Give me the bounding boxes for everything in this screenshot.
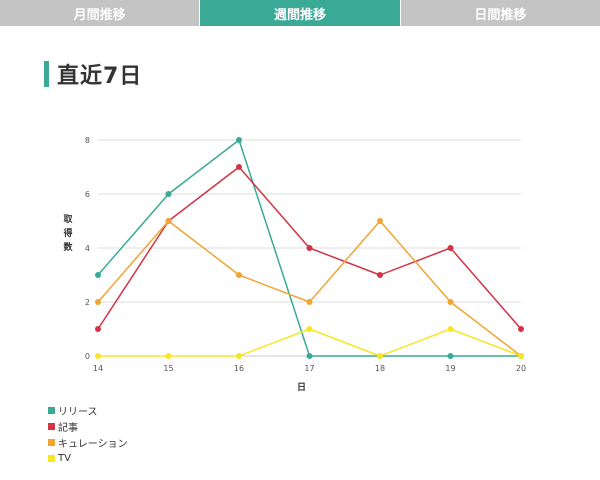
- data-point: [236, 137, 242, 143]
- data-point: [306, 326, 313, 332]
- data-point: [306, 245, 313, 251]
- legend-label: 記事: [58, 422, 78, 434]
- data-point: [95, 272, 101, 278]
- x-tick-label: 20: [516, 364, 526, 373]
- data-point: [518, 353, 524, 359]
- data-point: [236, 353, 242, 359]
- tab-monthly[interactable]: 月間推移: [0, 0, 200, 26]
- tab-bar: 月間推移 週間推移 日間推移: [0, 0, 600, 26]
- legend-swatch: [48, 406, 55, 414]
- chart-legend: リリース記事キュレーション TV: [48, 402, 128, 466]
- data-point: [447, 299, 454, 305]
- legend-swatch: [48, 438, 55, 446]
- legend-item[interactable]: キュレーション: [48, 434, 128, 450]
- series-line: [98, 328, 522, 357]
- legend-swatch: [48, 422, 55, 430]
- data-point: [447, 245, 454, 251]
- data-point: [518, 326, 524, 332]
- y-tick-label: 0: [85, 352, 90, 361]
- legend-swatch: [48, 454, 55, 462]
- data-point: [95, 353, 101, 359]
- page-title: 直近7日: [57, 64, 143, 89]
- legend-item[interactable]: リリース: [48, 402, 128, 418]
- x-tick-label: 15: [163, 364, 173, 373]
- x-tick-label: 14: [93, 364, 103, 373]
- heading-accent-bar: [44, 61, 49, 87]
- y-tick-label: 2: [85, 298, 90, 307]
- data-point: [306, 353, 313, 359]
- x-tick-label: 19: [445, 364, 455, 373]
- data-point: [165, 191, 172, 197]
- data-point: [95, 326, 101, 332]
- x-tick-label: 18: [375, 364, 385, 373]
- legend-item[interactable]: 記事: [48, 418, 128, 434]
- data-point: [447, 326, 454, 332]
- legend-label: TV: [58, 452, 71, 464]
- section-heading: 直近7日: [44, 58, 142, 90]
- legend-item[interactable]: TV: [48, 450, 128, 466]
- y-tick-label: 4: [85, 244, 90, 253]
- tab-weekly[interactable]: 週間推移: [199, 0, 400, 26]
- data-point: [236, 272, 242, 278]
- data-point: [377, 218, 383, 224]
- y-tick-label: 6: [85, 190, 90, 199]
- legend-label: キュレーション: [58, 438, 128, 450]
- data-point: [377, 272, 383, 278]
- series-line: [97, 220, 522, 357]
- data-point: [165, 353, 172, 359]
- legend-label: リリース: [58, 406, 98, 418]
- data-point: [306, 299, 313, 305]
- data-point: [447, 353, 454, 359]
- y-tick-label: 8: [85, 136, 90, 145]
- x-tick-label: 16: [234, 364, 244, 373]
- x-tick-label: 17: [304, 364, 314, 373]
- y-axis-label: 取得数: [62, 214, 73, 253]
- data-point: [236, 164, 242, 170]
- data-point: [95, 299, 101, 305]
- tab-daily[interactable]: 日間推移: [399, 0, 600, 26]
- data-point: [377, 353, 383, 359]
- data-point: [165, 218, 172, 224]
- x-axis-label: 日: [297, 382, 306, 393]
